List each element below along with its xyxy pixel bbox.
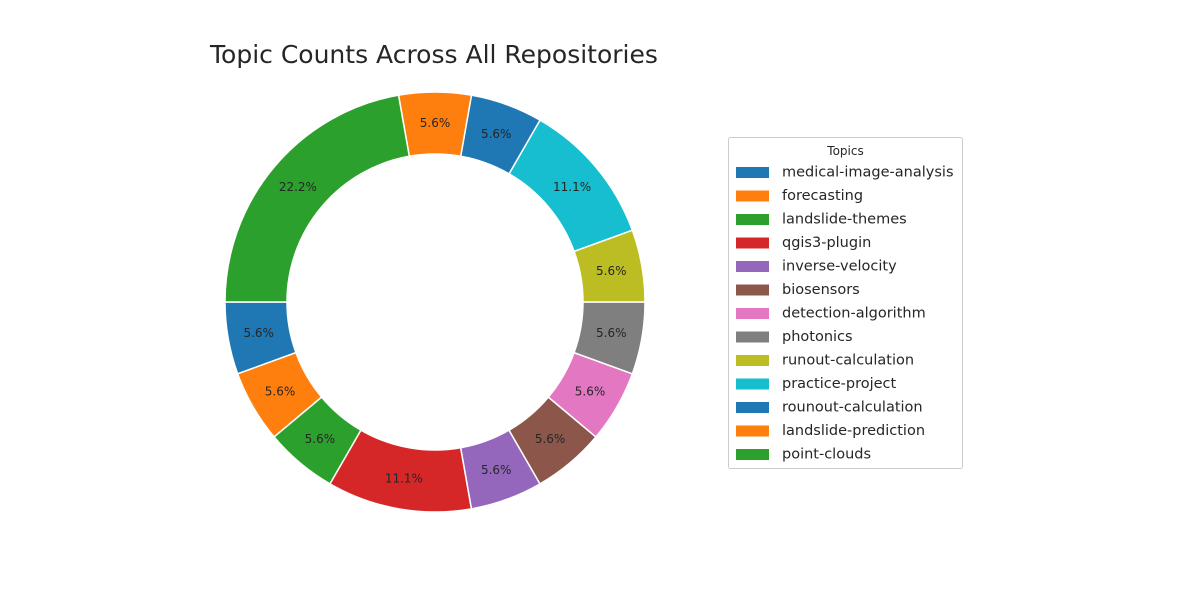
legend-label-photonics: photonics bbox=[782, 329, 853, 345]
legend-label-detection-algorithm: detection-algorithm bbox=[782, 306, 926, 322]
legend-swatch-landslide-prediction bbox=[736, 425, 769, 437]
legend-swatch-detection-algorithm bbox=[736, 308, 769, 319]
donut-slices bbox=[224, 91, 646, 513]
percent-label-runout-calculation: 5.6% bbox=[596, 264, 627, 278]
legend-label-forecasting: forecasting bbox=[782, 188, 863, 204]
legend-label-point-clouds: point-clouds bbox=[782, 447, 871, 463]
legend-swatch-rounout-calculation bbox=[736, 402, 769, 413]
percent-label-inverse-velocity: 5.6% bbox=[481, 463, 512, 477]
legend-swatch-forecasting bbox=[736, 190, 769, 202]
legend-swatch-landslide-themes bbox=[736, 214, 769, 225]
legend-label-biosensors: biosensors bbox=[782, 282, 860, 298]
legend-swatch-medical-image-analysis bbox=[736, 167, 769, 178]
legend-label-landslide-themes: landslide-themes bbox=[782, 212, 907, 228]
percent-label-point-clouds: 22.2% bbox=[279, 180, 317, 194]
percent-label-landslide-themes: 5.6% bbox=[305, 432, 336, 446]
legend-swatch-biosensors bbox=[736, 284, 769, 296]
legend-swatch-practice-project bbox=[736, 378, 769, 390]
legend-label-landslide-prediction: landslide-prediction bbox=[782, 423, 925, 439]
percent-label-rounout-calculation: 5.6% bbox=[481, 127, 512, 141]
percent-label-landslide-prediction: 5.6% bbox=[420, 116, 451, 130]
legend-label-practice-project: practice-project bbox=[782, 376, 897, 392]
percent-label-medical-image-analysis: 5.6% bbox=[243, 326, 274, 340]
legend-label-medical-image-analysis: medical-image-analysis bbox=[782, 165, 954, 181]
legend-items: medical-image-analysis forecasting landsli… bbox=[736, 165, 954, 463]
legend-swatch-inverse-velocity bbox=[736, 261, 769, 272]
legend-label-inverse-velocity: inverse-velocity bbox=[782, 259, 897, 275]
legend-swatch-runout-calculation bbox=[736, 355, 769, 366]
legend-frame bbox=[728, 137, 963, 469]
legend-swatch-point-clouds bbox=[736, 449, 769, 460]
percent-label-photonics: 5.6% bbox=[596, 326, 627, 340]
percent-label-qgis3-plugin: 11.1% bbox=[385, 471, 423, 485]
percent-label-biosensors: 5.6% bbox=[535, 432, 566, 446]
legend-title: Topics bbox=[826, 144, 863, 158]
percent-labels: 5.6% 5.6% 5.6% 11.1% 5.6% 5.6% 5.6% 5.6% 5.6% 11.… bbox=[243, 116, 626, 485]
chart-title: Topic Counts Across All Repositories bbox=[209, 40, 658, 69]
legend-label-qgis3-plugin: qgis3-plugin bbox=[782, 235, 871, 251]
percent-label-forecasting: 5.6% bbox=[265, 385, 296, 399]
legend-swatch-qgis3-plugin bbox=[736, 237, 769, 249]
percent-label-practice-project: 11.1% bbox=[553, 180, 591, 194]
percent-label-detection-algorithm: 5.6% bbox=[575, 385, 606, 399]
legend: Topics medical-image-analysis forecasting… bbox=[728, 137, 963, 469]
legend-label-runout-calculation: runout-calculation bbox=[782, 353, 914, 369]
legend-label-rounout-calculation: rounout-calculation bbox=[782, 400, 923, 416]
legend-swatch-photonics bbox=[736, 331, 769, 343]
slice-point-clouds bbox=[224, 94, 411, 303]
